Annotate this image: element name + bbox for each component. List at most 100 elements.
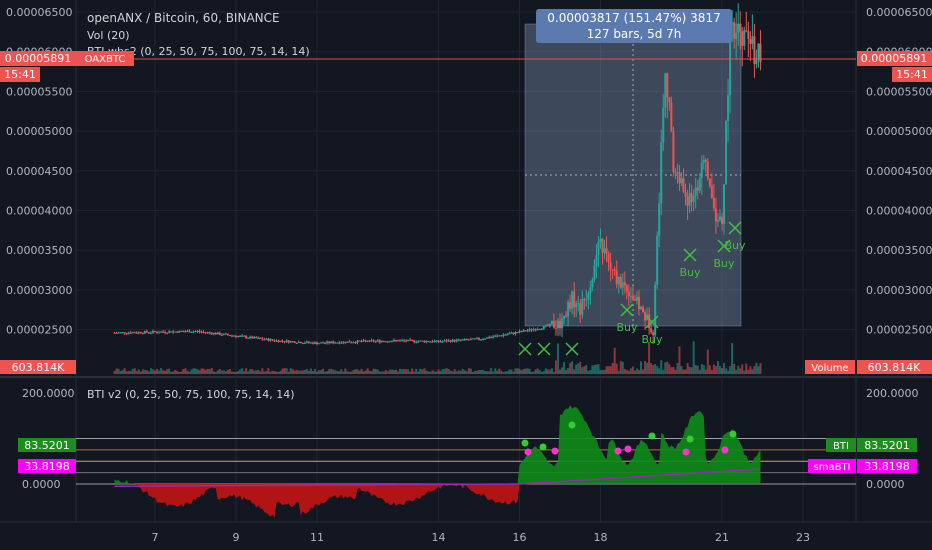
- volume-bar: [561, 367, 564, 374]
- candle-body: [727, 95, 730, 121]
- candle-body: [235, 335, 237, 337]
- candle-body: [593, 265, 596, 280]
- volume-bar: [360, 368, 363, 374]
- buy-signal-mark: [728, 221, 742, 235]
- candle-body: [516, 332, 519, 334]
- sma-label: smaBTI: [814, 462, 851, 473]
- candle-body: [526, 330, 529, 332]
- volume-bar: [324, 371, 327, 374]
- volume-bar: [145, 370, 148, 374]
- candle-body: [176, 331, 179, 333]
- volume-bar: [619, 361, 622, 374]
- candle-body: [518, 331, 521, 333]
- candle-body: [182, 331, 185, 333]
- volume-bar: [277, 371, 280, 374]
- price-tick-label: 0.00003500: [6, 244, 72, 257]
- candle-body: [421, 340, 424, 342]
- candle-body: [461, 339, 464, 341]
- candle-body: [457, 339, 460, 341]
- time-axis[interactable]: 7 9 11 14 16 18 21 23: [152, 531, 811, 544]
- volume-bar: [384, 370, 387, 374]
- candle-body: [530, 329, 533, 331]
- volume-bar: [708, 365, 711, 374]
- candle-body: [186, 330, 189, 332]
- candle-body: [139, 332, 142, 334]
- candle-body: [374, 341, 377, 343]
- sma-bti-line: [114, 468, 761, 488]
- right-price-axis[interactable]: 0.000065000.000060000.000055000.00005000…: [866, 6, 932, 337]
- volume-bar: [154, 370, 156, 374]
- volume-label-tag: [805, 360, 855, 374]
- candle-body: [362, 340, 365, 342]
- volume-bar: [182, 368, 185, 374]
- candle-body: [548, 324, 551, 327]
- volume-bar: [534, 369, 537, 374]
- volume-bar: [354, 369, 357, 374]
- candle-body: [603, 248, 606, 253]
- candle-body: [731, 22, 734, 24]
- volume-bar: [682, 369, 685, 374]
- candle-body: [725, 120, 728, 185]
- volume-bar: [629, 368, 632, 374]
- volume-bar: [478, 370, 480, 374]
- candle-body: [178, 330, 181, 333]
- bti-main-indicator-label[interactable]: BTI wbs2 (0, 25, 50, 75, 100, 75, 14, 14…: [87, 45, 310, 58]
- volume-bar: [344, 368, 347, 374]
- candle-body: [524, 330, 527, 332]
- left-bti-tag: [18, 438, 76, 452]
- left-last-price-tag: [0, 51, 76, 66]
- candle-body: [441, 341, 444, 343]
- bti-axis[interactable]: 200.0000 200.0000 0.0000 0.0000: [22, 387, 919, 491]
- candle-body: [637, 296, 640, 310]
- candle-body: [342, 341, 345, 343]
- volume-bar: [670, 367, 673, 374]
- candle-body: [241, 335, 244, 337]
- volume-bar: [611, 363, 614, 374]
- volume-bar: [279, 370, 282, 374]
- buy-signal-mark: [518, 342, 532, 356]
- volume-bar: [394, 369, 397, 374]
- candle-body: [577, 303, 580, 305]
- candle-body: [356, 340, 359, 343]
- volume-indicator-label[interactable]: Vol (20): [87, 29, 130, 42]
- volume-bar: [625, 369, 628, 374]
- candle-body: [390, 341, 393, 343]
- volume-bar: [589, 369, 592, 374]
- volume-bar: [186, 370, 189, 374]
- volume-bar: [686, 363, 689, 374]
- candle-body: [255, 337, 258, 339]
- volume-bar: [172, 371, 175, 374]
- candle-body: [271, 339, 274, 341]
- candle-body: [143, 331, 146, 334]
- buy-signal-label: Buy: [679, 266, 701, 279]
- candle-body: [307, 341, 310, 343]
- candle-body: [640, 306, 642, 310]
- volume-bar: [591, 365, 594, 374]
- candle-body: [309, 342, 312, 344]
- candle-body: [735, 32, 738, 39]
- volume-bar: [257, 369, 260, 374]
- volume-bar: [735, 369, 738, 374]
- candle-body: [384, 341, 387, 343]
- volume-bar: [293, 370, 296, 374]
- volume-bar: [382, 371, 385, 374]
- bti-label: BTI: [833, 441, 849, 452]
- candle-body: [145, 331, 148, 333]
- volume-bar: [204, 369, 207, 374]
- volume-bar: [192, 368, 195, 374]
- bti-pane-indicator-label[interactable]: BTI v2 (0, 25, 50, 75, 100, 75, 14, 14): [87, 388, 295, 401]
- volume-bar: [581, 367, 584, 374]
- volume-bar: [423, 368, 426, 374]
- volume-bar: [731, 342, 734, 374]
- volume-bar: [147, 371, 150, 374]
- measure-line1: 0.00003817 (151.47%) 3817: [547, 11, 720, 25]
- candle-body: [330, 341, 333, 344]
- volume-bar: [291, 369, 294, 374]
- volume-bar: [660, 360, 663, 374]
- volume-bar: [322, 368, 325, 374]
- volume-bar: [528, 368, 531, 374]
- volume-bar: [273, 371, 276, 374]
- candle-body: [710, 185, 713, 199]
- candle-body: [670, 102, 673, 132]
